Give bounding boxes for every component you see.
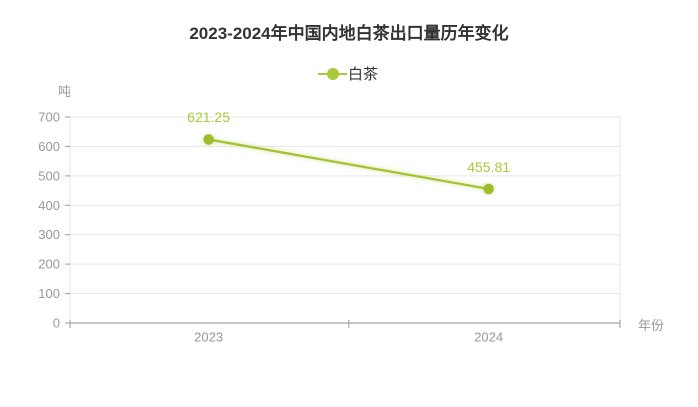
svg-text:621.25: 621.25	[187, 109, 230, 125]
svg-text:400: 400	[38, 198, 60, 213]
svg-text:455.81: 455.81	[467, 159, 510, 175]
svg-text:200: 200	[38, 257, 60, 272]
svg-text:2024: 2024	[474, 330, 503, 345]
svg-text:500: 500	[38, 168, 60, 183]
svg-text:2023: 2023	[194, 330, 223, 345]
svg-text:吨: 吨	[58, 84, 71, 99]
svg-text:0: 0	[53, 316, 60, 331]
svg-text:100: 100	[38, 286, 60, 301]
svg-text:700: 700	[38, 110, 60, 125]
svg-text:年份: 年份	[638, 318, 664, 333]
svg-text:600: 600	[38, 139, 60, 154]
svg-text:300: 300	[38, 227, 60, 242]
